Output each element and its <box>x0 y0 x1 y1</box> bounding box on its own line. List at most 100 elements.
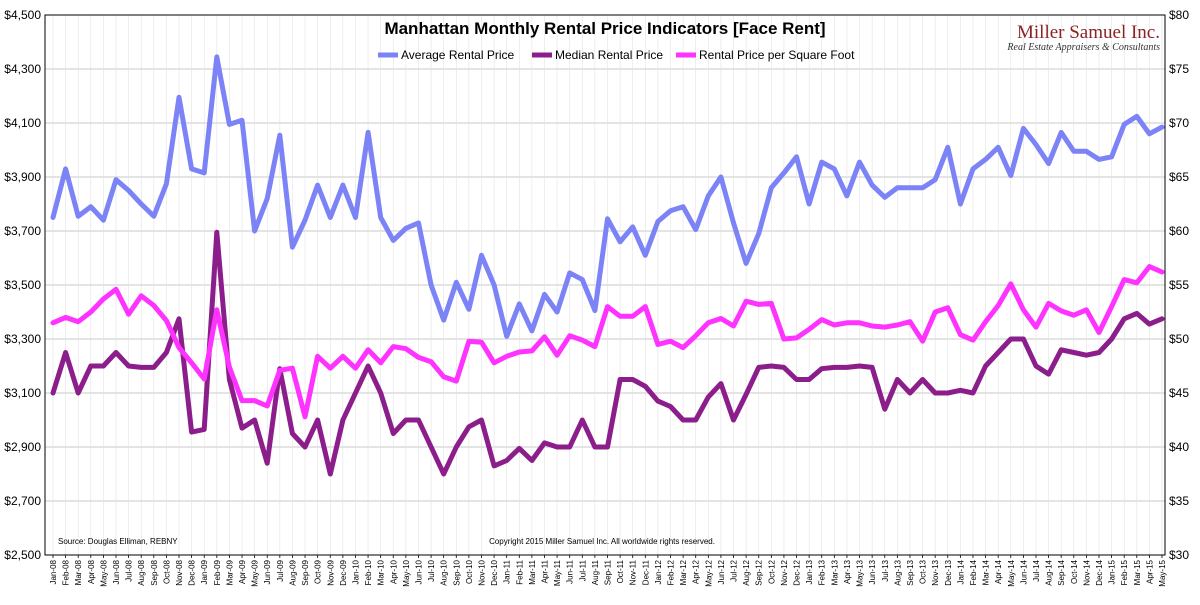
right-tick-label: $45 <box>1169 386 1189 400</box>
x-tick-label: May-10 <box>402 559 411 586</box>
x-tick-label: Sep-08 <box>150 559 159 585</box>
x-tick-label: Feb-12 <box>667 559 676 585</box>
x-tick-label: May-08 <box>99 559 108 586</box>
copyright-note: Copyright 2015 Miller Samuel Inc. All wo… <box>489 537 715 546</box>
left-tick-label: $2,500 <box>4 548 41 562</box>
x-tick-label: Aug-14 <box>1045 559 1054 585</box>
left-tick-label: $3,100 <box>4 386 41 400</box>
left-tick-label: $4,300 <box>4 62 41 76</box>
logo-tagline: Real Estate Appraisers & Consultants <box>1006 42 1160 53</box>
x-tick-label: Jul-14 <box>1032 559 1041 581</box>
x-tick-label: Nov-12 <box>780 559 789 585</box>
x-tick-label: Oct-12 <box>767 559 776 584</box>
x-tick-label: Feb-09 <box>213 559 222 585</box>
left-y-axis: $2,500 $2,700 $2,900 $3,100 $3,300 $3,500 $3,7… <box>4 8 41 562</box>
x-tick-label: May-14 <box>1007 559 1016 586</box>
miller-samuel-logo: Miller Samuel Inc. Real Estate Appraiser… <box>1006 22 1160 53</box>
x-tick-label: Jun-08 <box>112 559 121 584</box>
series-layer <box>50 54 1165 477</box>
x-tick-label: Apr-09 <box>238 559 247 584</box>
x-tick-label: Aug-09 <box>288 559 297 585</box>
x-tick-label: Aug-13 <box>893 559 902 585</box>
x-tick-label: Nov-08 <box>175 559 184 585</box>
left-tick-label: $4,500 <box>4 8 41 22</box>
x-tick-label: Jul-13 <box>881 559 890 581</box>
x-tick-label: Sep-12 <box>755 559 764 585</box>
x-tick-label: Mar-10 <box>377 559 386 585</box>
x-tick-label: Sep-10 <box>452 559 461 585</box>
logo-name: Miller Samuel Inc. <box>1017 22 1160 43</box>
x-tick-label: Oct-09 <box>314 559 323 584</box>
x-tick-label: Apr-10 <box>389 559 398 584</box>
x-tick-label: Jan-10 <box>351 559 360 584</box>
legend-label-psf: Rental Price per Square Foot <box>699 48 855 62</box>
x-tick-label: Jun-11 <box>566 559 575 583</box>
x-tick-label: Mar-11 <box>528 559 537 584</box>
x-tick-label: Jun-13 <box>868 559 877 584</box>
x-tick-label: Dec-08 <box>188 559 197 585</box>
x-tick-label: May-13 <box>856 559 865 586</box>
x-tick-label: Dec-09 <box>339 559 348 585</box>
x-tick-label: Oct-10 <box>465 559 474 584</box>
right-tick-label: $50 <box>1169 332 1189 346</box>
left-tick-label: $2,900 <box>4 440 41 454</box>
x-tick-label: Aug-11 <box>591 559 600 585</box>
x-tick-label: Dec-13 <box>944 559 953 585</box>
x-tick-label: Jan-11 <box>503 559 512 583</box>
x-tick-label: Jun-12 <box>717 559 726 584</box>
x-tick-label: Oct-13 <box>919 559 928 584</box>
x-tick-label: Jul-10 <box>427 559 436 581</box>
right-tick-label: $70 <box>1169 116 1189 130</box>
legend: Average Rental Price Median Rental Price… <box>378 48 855 62</box>
x-tick-label: Sep-13 <box>906 559 915 585</box>
x-tick-label: Feb-15 <box>1120 559 1129 585</box>
left-tick-label: $4,100 <box>4 116 41 130</box>
x-tick-label: Jun-10 <box>414 559 423 584</box>
x-tick-label: Mar-09 <box>225 559 234 585</box>
x-tick-label: Mar-14 <box>982 559 991 585</box>
x-tick-label: Nov-13 <box>931 559 940 585</box>
x-tick-label: Nov-09 <box>326 559 335 585</box>
x-tick-label: Sep-11 <box>604 559 613 585</box>
x-tick-label: Apr-14 <box>994 559 1003 584</box>
x-tick-label: Oct-08 <box>162 559 171 584</box>
source-note: Source: Douglas Elliman, REBNY <box>58 537 178 546</box>
x-tick-label: Jun-14 <box>1019 559 1028 584</box>
series-line-1 <box>50 229 1165 477</box>
x-tick-label: Oct-11 <box>616 559 625 583</box>
x-tick-label: Feb-14 <box>969 559 978 585</box>
x-tick-label: Mar-08 <box>74 559 83 585</box>
x-tick-label: Sep-09 <box>301 559 310 585</box>
right-tick-label: $60 <box>1169 224 1189 238</box>
series-line-2 <box>50 264 1165 420</box>
left-tick-label: $3,500 <box>4 278 41 292</box>
x-tick-label: Apr-11 <box>540 559 549 583</box>
left-tick-label: $3,700 <box>4 224 41 238</box>
right-tick-label: $80 <box>1169 8 1189 22</box>
x-tick-label: May-12 <box>704 559 713 586</box>
x-tick-label: Jul-12 <box>730 559 739 581</box>
left-tick-label: $3,300 <box>4 332 41 346</box>
x-tick-label: Jan-09 <box>200 559 209 584</box>
x-tick-label: May-15 <box>1158 559 1167 586</box>
x-tick-label: Jan-13 <box>805 559 814 584</box>
x-tick-label: Aug-08 <box>137 559 146 585</box>
x-tick-label: Dec-11 <box>641 559 650 585</box>
legend-label-median: Median Rental Price <box>555 48 663 62</box>
chart-title: Manhattan Monthly Rental Price Indicator… <box>384 19 825 38</box>
x-tick-label: Apr-15 <box>1145 559 1154 584</box>
left-tick-label: $2,700 <box>4 494 41 508</box>
x-tick-label: Jul-11 <box>578 559 587 581</box>
x-tick-label: Jul-08 <box>125 559 134 581</box>
right-tick-label: $30 <box>1169 548 1189 562</box>
x-tick-label: Dec-10 <box>490 559 499 585</box>
x-tick-label: May-09 <box>251 559 260 586</box>
left-tick-label: $3,900 <box>4 170 41 184</box>
x-axis: Jan-08 Feb-08 Mar-08 Apr-08 May-08 Jun-08 Jul-… <box>49 555 1167 587</box>
right-tick-label: $75 <box>1169 62 1189 76</box>
right-y-axis: $30 $35 $40 $45 $50 $55 $60 $65 $70 $75 $80 <box>1169 8 1189 562</box>
x-tick-label: Apr-13 <box>843 559 852 584</box>
x-tick-label: Nov-10 <box>477 559 486 585</box>
legend-label-average: Average Rental Price <box>401 48 515 62</box>
x-tick-label: Nov-11 <box>629 559 638 585</box>
